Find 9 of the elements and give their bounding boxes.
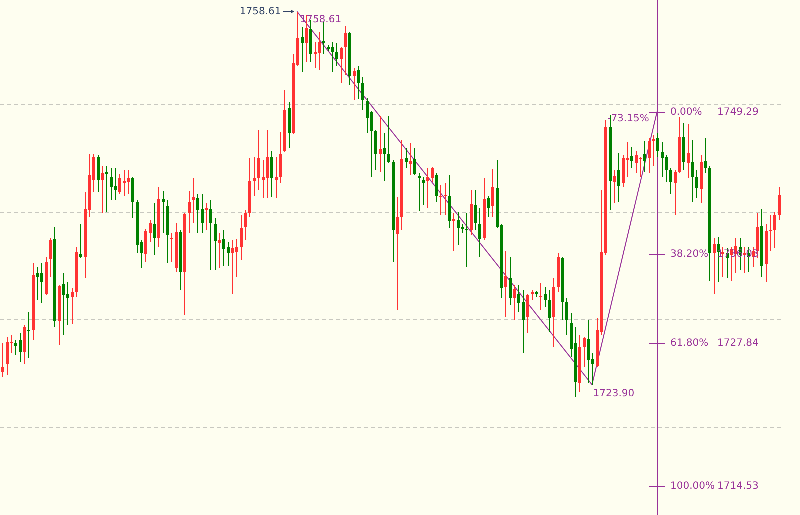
annotation: 0.00%: [670, 107, 702, 118]
annotation: 1758.61: [240, 6, 282, 18]
annotation: 100.00%: [670, 481, 715, 492]
y-tick-label: 1749.29: [718, 107, 759, 118]
annotation: 38.20%: [670, 249, 709, 260]
annotation: 61.80%: [670, 338, 709, 350]
y-tick-label: 1727.84: [718, 338, 759, 350]
annotation: 1723.90: [593, 388, 635, 400]
y-tick-label: 1714.53: [718, 481, 759, 492]
